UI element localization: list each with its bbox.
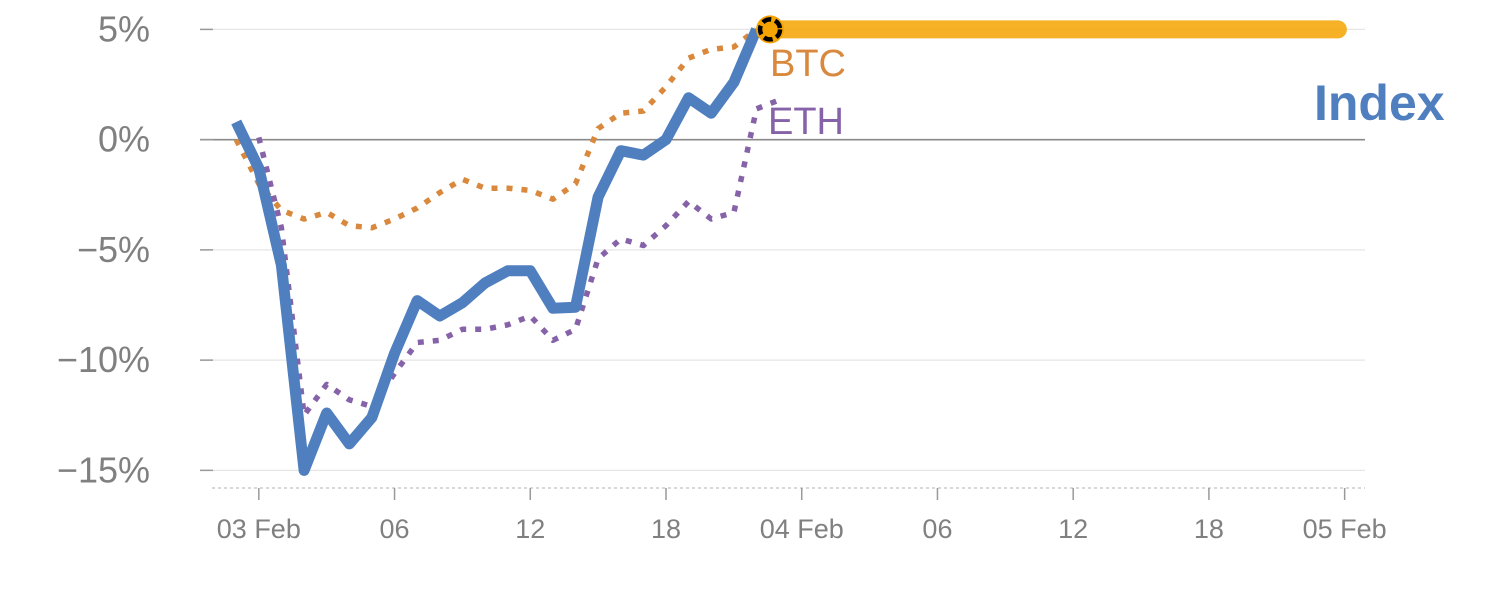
y-tick-label: −5% bbox=[77, 229, 150, 270]
y-tick-label: 5% bbox=[98, 8, 150, 49]
series-label-btc: BTC bbox=[770, 43, 846, 85]
end-marker bbox=[756, 15, 785, 44]
x-tick-label: 12 bbox=[1058, 514, 1088, 544]
series-label-eth: ETH bbox=[768, 101, 844, 143]
plot-area bbox=[231, 20, 1347, 476]
y-axis: 5% 0% −5% −10% −15% bbox=[57, 8, 150, 490]
series-line-eth bbox=[256, 97, 781, 418]
marker-ring bbox=[757, 17, 783, 42]
x-tick-label: 06 bbox=[380, 514, 410, 544]
x-tick-label: 04 Feb bbox=[760, 514, 844, 544]
x-tick-label: 06 bbox=[922, 514, 952, 544]
x-tick-label: 12 bbox=[515, 514, 545, 544]
series-labels: BTC ETH Index bbox=[768, 43, 1445, 143]
x-tick-label: 18 bbox=[1194, 514, 1224, 544]
y-tick-label: −15% bbox=[57, 449, 150, 490]
x-tick-label: 05 Feb bbox=[1303, 514, 1387, 544]
y-tick-label: −10% bbox=[57, 339, 150, 380]
x-tick-label: 18 bbox=[651, 514, 681, 544]
x-axis: 03 Feb 06 12 18 04 Feb 06 12 18 05 Feb bbox=[212, 487, 1387, 544]
x-tick-label: 03 Feb bbox=[217, 514, 301, 544]
series-label-index: Index bbox=[1314, 75, 1445, 131]
series-line-btc bbox=[233, 27, 759, 231]
y-tick-label: 0% bbox=[98, 119, 150, 160]
series-line-index bbox=[231, 27, 762, 476]
